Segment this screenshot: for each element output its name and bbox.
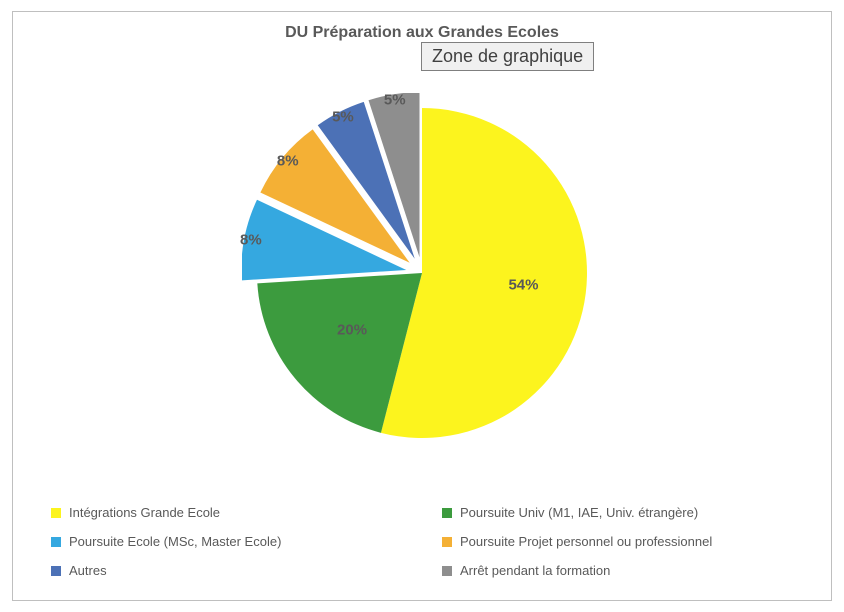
- chart-area: 54%20%8%8%5%5% Zone de graphique: [31, 48, 813, 497]
- pie-chart: 54% 20% 8% 8% 5% 5%: [242, 93, 602, 453]
- slice-percent-label: 5%: [332, 109, 354, 126]
- slice-percent-label: 8%: [277, 153, 299, 170]
- legend: Intégrations Grande Ecole Poursuite Univ …: [31, 497, 813, 584]
- legend-swatch: [442, 537, 452, 547]
- legend-label: Poursuite Ecole (MSc, Master Ecole): [69, 534, 281, 549]
- legend-swatch: [51, 566, 61, 576]
- slice-percent-label: 8%: [240, 231, 262, 248]
- chart-title: DU Préparation aux Grandes Ecoles: [31, 24, 813, 42]
- legend-item: Poursuite Univ (M1, IAE, Univ. étrangère…: [442, 505, 793, 520]
- legend-label: Autres: [69, 563, 107, 578]
- legend-label: Poursuite Univ (M1, IAE, Univ. étrangère…: [460, 505, 698, 520]
- legend-item: Autres: [51, 563, 402, 578]
- legend-label: Arrêt pendant la formation: [460, 563, 610, 578]
- slice-percent-label: 20%: [337, 322, 367, 339]
- pie-svg: [242, 93, 602, 453]
- legend-label: Intégrations Grande Ecole: [69, 505, 220, 520]
- legend-swatch: [51, 508, 61, 518]
- legend-item: Arrêt pendant la formation: [442, 563, 793, 578]
- chart-tooltip: Zone de graphique: [421, 42, 594, 71]
- slice-percent-label: 54%: [508, 277, 538, 294]
- legend-item: Poursuite Projet personnel ou profession…: [442, 534, 793, 549]
- legend-swatch: [442, 566, 452, 576]
- slice-percent-label: 5%: [384, 92, 406, 109]
- legend-item: Intégrations Grande Ecole: [51, 505, 402, 520]
- chart-container: DU Préparation aux Grandes Ecoles 54% 20%…: [12, 11, 832, 601]
- legend-label: Poursuite Projet personnel ou profession…: [460, 534, 712, 549]
- legend-swatch: [51, 537, 61, 547]
- legend-item: Poursuite Ecole (MSc, Master Ecole): [51, 534, 402, 549]
- legend-swatch: [442, 508, 452, 518]
